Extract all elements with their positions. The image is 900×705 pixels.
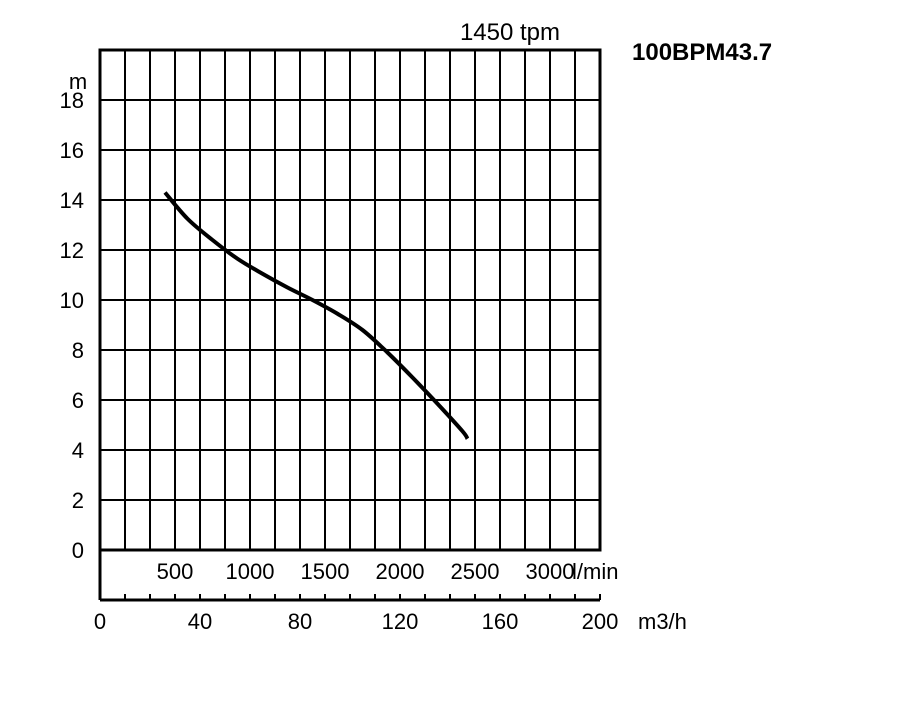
x-tick-label: 0: [94, 609, 106, 634]
lmin-tick-label: 1000: [226, 559, 275, 584]
head-flow-curve: [165, 193, 468, 439]
x-tick-label: 40: [188, 609, 212, 634]
x-tick-label: 80: [288, 609, 312, 634]
lmin-tick-label: 2000: [376, 559, 425, 584]
grid: [100, 50, 600, 600]
x-tick-label: 120: [382, 609, 419, 634]
lmin-unit-label: l/min: [572, 559, 618, 584]
lmin-tick-label: 1500: [301, 559, 350, 584]
y-tick-label: 4: [72, 438, 84, 463]
speed-label: 1450 tpm: [460, 19, 560, 46]
label-layer: 1450 tpm 100BPM43.7 m m3/h l/min 0246810…: [60, 19, 773, 634]
y-tick-label: 14: [60, 188, 84, 213]
y-tick-label: 6: [72, 388, 84, 413]
y-tick-label: 2: [72, 488, 84, 513]
y-tick-label: 18: [60, 88, 84, 113]
x-tick-label: 160: [482, 609, 519, 634]
curve-layer: [165, 192, 468, 438]
x-axis-label: m3/h: [638, 609, 687, 634]
model-label: 100BPM43.7: [632, 39, 772, 66]
y-tick-label: 16: [60, 138, 84, 163]
y-tick-label: 10: [60, 288, 84, 313]
y-tick-label: 0: [72, 538, 84, 563]
y-tick-label: 8: [72, 338, 84, 363]
lmin-tick-label: 3000: [526, 559, 575, 584]
lmin-tick-label: 2500: [451, 559, 500, 584]
x-tick-label: 200: [582, 609, 619, 634]
lmin-tick-label: 500: [157, 559, 194, 584]
y-tick-label: 12: [60, 238, 84, 263]
